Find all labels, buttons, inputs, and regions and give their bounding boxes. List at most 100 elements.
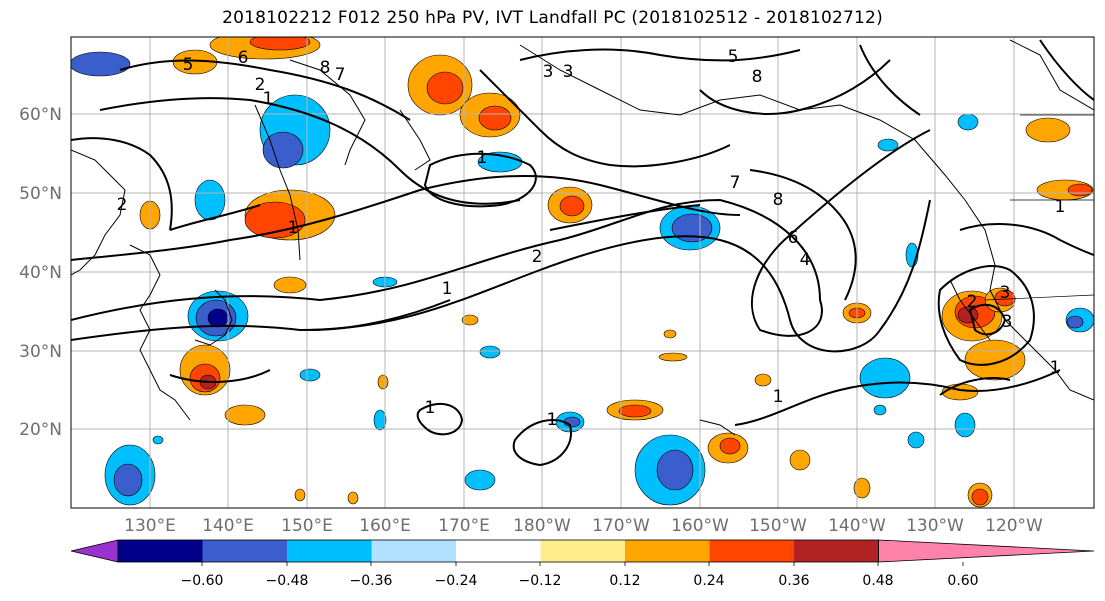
contour-label: 3	[543, 62, 554, 82]
map-frame	[70, 36, 1095, 509]
pv-contours	[71, 39, 1094, 467]
colorbar-segment	[625, 540, 710, 562]
contour-label: 5	[728, 47, 739, 67]
contour-label: 1	[547, 410, 558, 430]
positive-pv-region	[478, 105, 512, 131]
contour-label: 4	[800, 250, 811, 270]
negative-pv-region	[113, 463, 143, 497]
contour-label: 3	[1002, 312, 1013, 332]
contour-label: 2	[967, 292, 978, 312]
lat-label: 20°N	[19, 420, 62, 440]
longitude-labels: 130°E 140°E 150°E 160°E 170°E 180°W 170°…	[124, 516, 1043, 536]
contour-label: 1	[288, 218, 299, 238]
positive-pv-region	[294, 488, 306, 502]
lon-label: 130°W	[906, 516, 964, 536]
lat-label: 30°N	[19, 342, 62, 362]
colorbar-tick-label: −0.12	[519, 573, 562, 589]
colorbar-segment	[709, 540, 794, 562]
contour-label: 2	[117, 195, 128, 215]
positive-pv-region	[347, 491, 359, 505]
positive-pv-region	[618, 404, 652, 418]
colorbar-segment	[540, 540, 625, 562]
contour-label: 5	[183, 55, 194, 75]
chart-title: 2018102212 F012 250 hPa PV, IVT Landfall…	[222, 8, 883, 28]
negative-pv-region	[907, 431, 925, 449]
negative-pv-region	[464, 469, 496, 491]
lon-label: 150°E	[281, 516, 333, 536]
contour-label: 1	[263, 89, 274, 109]
positive-pv-region	[853, 477, 871, 499]
colorbar-tick-label: −0.48	[266, 573, 309, 589]
latitude-labels: 60°N 50°N 40°N 30°N 20°N	[19, 105, 62, 440]
colorbar-segment	[794, 540, 879, 562]
positive-pv-region	[224, 404, 266, 426]
colorbar-tick-labels: −0.60 −0.48 −0.36 −0.24 −0.12 0.12 0.24 …	[181, 573, 979, 589]
graticule	[71, 37, 1094, 508]
contour-label: 1	[477, 148, 488, 168]
contour-label: 7	[730, 173, 741, 193]
lat-label: 50°N	[19, 184, 62, 204]
negative-pv-region	[957, 113, 979, 131]
positive-pv-region	[658, 352, 688, 362]
positive-pv-region	[249, 37, 311, 51]
positive-pv-region	[964, 339, 1026, 381]
negative-pv-region	[1066, 315, 1084, 329]
contour-label: 6	[238, 48, 249, 68]
colorbar-segment	[878, 539, 1095, 563]
negative-pv-region	[656, 449, 694, 491]
lon-label: 130°E	[124, 516, 176, 536]
lon-label: 170°E	[438, 516, 490, 536]
contour-label: 1	[425, 398, 436, 418]
negative-pv-region	[873, 404, 887, 416]
contour-label: 1	[1055, 197, 1066, 217]
positive-pv-region	[994, 289, 1016, 307]
borders	[984, 114, 1094, 301]
pv-anomaly-shading	[71, 37, 1094, 508]
lat-label: 60°N	[19, 105, 62, 125]
lon-label: 170°W	[592, 516, 650, 536]
colorbar-segment	[118, 540, 203, 562]
colorbar-segment	[371, 540, 456, 562]
positive-pv-region	[719, 437, 741, 455]
lon-label: 160°W	[671, 516, 729, 536]
positive-pv-region	[273, 276, 307, 294]
contour-label: 1	[442, 279, 453, 299]
colorbar-tick-label: −0.60	[181, 573, 224, 589]
colorbar-tick-label: 0.48	[862, 573, 893, 589]
contour-label: 6	[788, 228, 799, 248]
colorbar-outline	[117, 539, 879, 563]
colorbar-tick-label: −0.36	[350, 573, 393, 589]
lon-label: 180°W	[513, 516, 571, 536]
lon-label: 160°E	[359, 516, 411, 536]
contour-label: 2	[532, 247, 543, 267]
positive-pv-region	[461, 314, 479, 326]
positive-pv-region	[789, 449, 811, 471]
lat-label: 40°N	[19, 263, 62, 283]
negative-pv-region	[859, 357, 911, 399]
colorbar-tick-label: 0.12	[609, 573, 640, 589]
lon-label: 150°W	[749, 516, 807, 536]
positive-pv-region	[1067, 183, 1093, 197]
positive-pv-region	[426, 71, 464, 105]
negative-pv-region	[877, 138, 899, 152]
colorbar-tick-label: 0.60	[947, 573, 978, 589]
negative-pv-region	[479, 345, 501, 359]
colorbar-segment	[456, 540, 541, 562]
colorbar-tick-label: −0.24	[435, 573, 478, 589]
negative-pv-region	[207, 308, 229, 328]
negative-pv-region	[373, 409, 387, 431]
colorbar-segment	[287, 540, 372, 562]
positive-pv-region	[663, 329, 677, 339]
colorbar-tick-label: 0.36	[778, 573, 809, 589]
colorbar-segment	[70, 539, 119, 563]
contour-label: 3	[563, 62, 574, 82]
colorbar-segment	[202, 540, 287, 562]
negative-pv-region	[954, 412, 976, 438]
colorbar	[70, 539, 1095, 566]
contour-label: 2	[255, 75, 266, 95]
positive-pv-region	[971, 488, 989, 506]
contour-label: 3	[1000, 283, 1011, 303]
positive-pv-region	[377, 374, 389, 390]
